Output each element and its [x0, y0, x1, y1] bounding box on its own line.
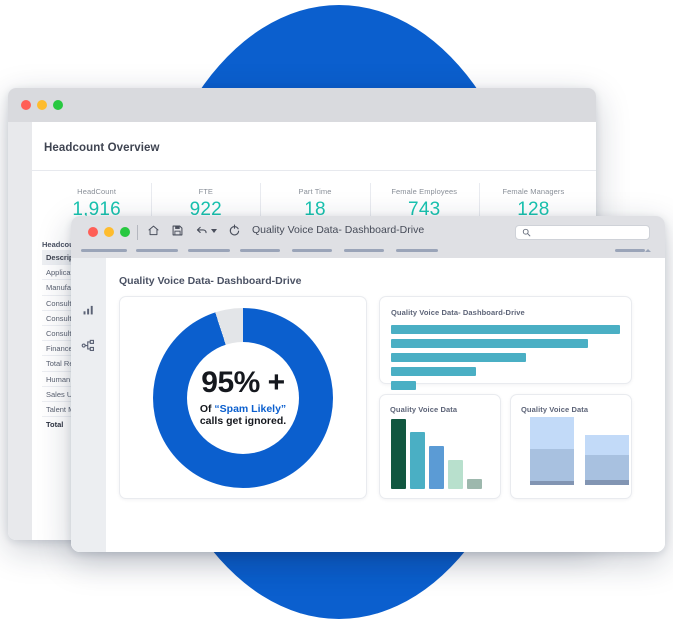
front-window-titlebar[interactable]: Quality Voice Data- Dashboard-Drive [71, 216, 665, 258]
bar [391, 381, 417, 390]
card-title: Quality Voice Data [521, 405, 589, 414]
title-divider [32, 170, 596, 171]
kpi-label: Female Managers [502, 187, 565, 196]
close-button[interactable] [88, 227, 98, 237]
undo-control[interactable] [195, 224, 217, 237]
chevron-down-icon[interactable] [645, 249, 651, 252]
bar-chart-icon[interactable] [81, 302, 96, 317]
quality-voice-dashboard-window[interactable]: Quality Voice Data- Dashboard-Drive [71, 216, 665, 552]
home-icon[interactable] [147, 224, 160, 237]
back-window-titlebar[interactable] [8, 88, 596, 122]
dashboard-canvas: Quality Voice Data- Dashboard-Drive 95% … [106, 258, 665, 552]
kpi-value: 1,916 [72, 199, 121, 220]
kpi-card: Part Time 18 [260, 180, 369, 230]
front-window-traffic-lights[interactable] [88, 227, 130, 237]
maximize-button[interactable] [53, 100, 63, 110]
donut-chart: 95% + Of “Spam Likely” calls get ignored… [153, 307, 333, 488]
kpi-card: Female Managers 128 [478, 180, 588, 230]
kpi-label: Female Employees [391, 187, 458, 196]
minimize-button[interactable] [37, 100, 47, 110]
kpi-card: FTE 922 [151, 180, 260, 230]
bar-segment-top [585, 434, 629, 455]
bar [467, 478, 482, 489]
save-icon[interactable] [171, 224, 184, 237]
minimize-button[interactable] [104, 227, 114, 237]
front-window-search-input[interactable] [515, 225, 650, 240]
toolbar-icons[interactable]: Quality Voice Data- Dashboard-Drive [147, 224, 425, 237]
search-icon [522, 228, 531, 237]
dashboard-title: Quality Voice Data- Dashboard-Drive [119, 275, 302, 287]
donut-center-value: 95% + [201, 365, 285, 399]
page-title: Headcount Overview [44, 142, 160, 154]
card-title: Quality Voice Data- Dashboard-Drive [391, 308, 525, 317]
menu-placeholder-right[interactable] [615, 249, 645, 252]
menu-placeholder[interactable] [81, 249, 127, 252]
kpi-label: FTE [198, 187, 214, 196]
bar-segment-bottom [585, 480, 629, 485]
chevron-down-icon[interactable] [211, 228, 217, 233]
front-window-title: Quality Voice Data- Dashboard-Drive [252, 224, 425, 236]
donut-line1-highlight: “Spam Likely” [214, 402, 287, 415]
bar [391, 339, 588, 348]
back-window-left-rail [8, 122, 32, 540]
back-window-traffic-lights[interactable] [21, 100, 63, 110]
kpi-card: Female Employees 743 [369, 180, 479, 230]
bar [391, 325, 620, 334]
quality-voice-horizontal-bar-card[interactable]: Quality Voice Data- Dashboard-Drive [379, 296, 632, 390]
kpi-value: 128 [517, 199, 550, 220]
menu-placeholder[interactable] [136, 249, 178, 252]
stacked-bar-chart [530, 413, 629, 485]
menu-placeholder[interactable] [396, 249, 438, 252]
hierarchy-icon[interactable] [81, 338, 96, 353]
bar [448, 460, 463, 489]
kpi-value: 922 [189, 199, 222, 220]
stacked-bar [585, 434, 629, 485]
donut-line1-prefix: Of [199, 402, 215, 415]
dashboard-sidebar[interactable] [71, 258, 106, 552]
stacked-bar [530, 417, 574, 485]
donut-center-label: 95% + Of “Spam Likely” calls get ignored… [187, 341, 299, 454]
menu-placeholder[interactable] [188, 249, 230, 252]
spam-likely-donut-card[interactable]: 95% + Of “Spam Likely” calls get ignored… [119, 296, 367, 499]
menu-placeholder[interactable] [240, 249, 280, 252]
sidebar-icon-list[interactable] [71, 302, 106, 353]
bar [410, 432, 425, 489]
horizontal-bar-chart [391, 325, 620, 395]
bar [391, 353, 527, 362]
donut-center-line2: calls get ignored. [199, 415, 287, 427]
bar-segment-middle [530, 449, 574, 481]
kpi-value: 18 [304, 199, 326, 220]
table-total-row: Total [46, 420, 64, 430]
menu-placeholder[interactable] [344, 249, 384, 252]
quality-voice-column-card[interactable]: Quality Voice Data [379, 394, 501, 499]
menu-placeholder-row[interactable] [79, 246, 657, 255]
bar [391, 367, 476, 376]
bar-segment-middle [585, 454, 629, 481]
bar-segment-bottom [530, 480, 574, 485]
bar [391, 419, 406, 489]
bar [429, 445, 444, 489]
card-title: Quality Voice Data [390, 405, 458, 414]
kpi-label: Part Time [298, 187, 332, 196]
column-chart [391, 419, 482, 489]
quality-voice-stacked-card[interactable]: Quality Voice Data [510, 394, 632, 499]
kpi-value: 743 [408, 199, 441, 220]
refresh-icon[interactable] [228, 224, 241, 237]
kpi-row: HeadCount 1,916 FTE 922 Part Time 18 Fem… [42, 180, 588, 230]
toolbar-separator [137, 225, 138, 240]
bar-segment-top [530, 417, 574, 450]
table-caption: Headcount [42, 240, 81, 249]
front-window-body: Quality Voice Data- Dashboard-Drive 95% … [71, 258, 665, 552]
kpi-label: HeadCount [77, 187, 117, 196]
donut-center-line1: Of “Spam Likely” [200, 403, 286, 415]
menu-placeholder[interactable] [292, 249, 332, 252]
maximize-button[interactable] [120, 227, 130, 237]
undo-icon[interactable] [195, 224, 209, 237]
kpi-card: HeadCount 1,916 [42, 180, 151, 230]
close-button[interactable] [21, 100, 31, 110]
